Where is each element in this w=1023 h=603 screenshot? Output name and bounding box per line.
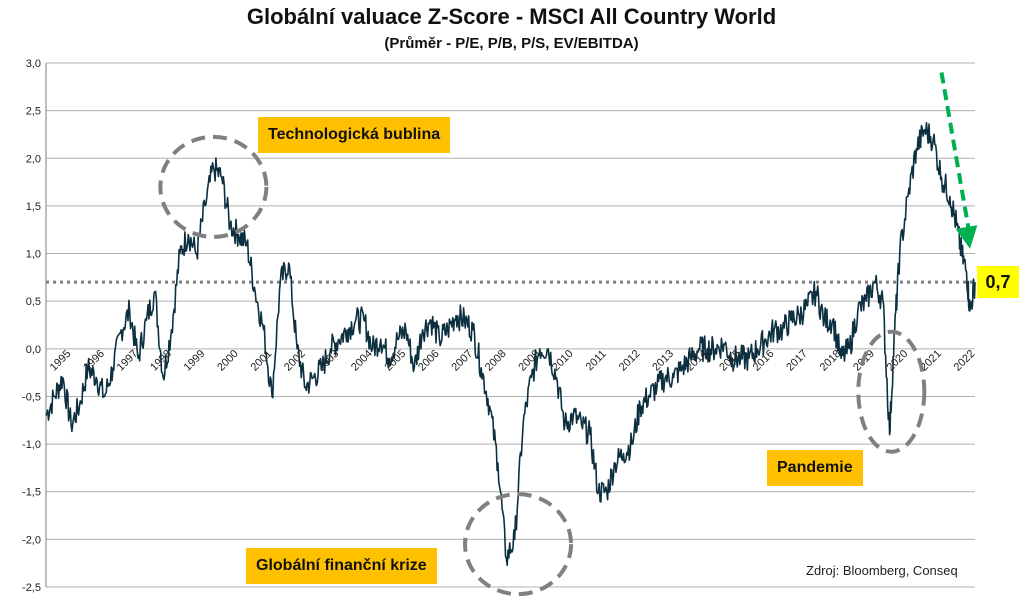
trend-arrow-head [955,225,978,249]
trend-arrow-layer [939,72,978,249]
x-tick-label: 2001 [249,348,275,374]
y-tick-label: 3,0 [26,58,41,70]
chart-title: Globální valuace Z-Score - MSCI All Coun… [246,4,777,29]
x-tick-label: 2003 [316,348,342,374]
x-tick-label: 2011 [584,348,609,373]
event-ellipse [463,492,574,597]
x-tick-label: 2006 [416,348,442,374]
y-tick-label: 0,0 [26,344,41,356]
y-tick-label: -1,0 [22,439,41,451]
chart-subtitle: (Průměr - P/E, P/B, P/S, EV/EBITDA) [384,35,639,52]
x-tick-label: 1995 [48,348,74,374]
y-tick-label: 2,5 [26,106,41,118]
x-tick-label: 2000 [215,348,241,374]
y-tick-label: 0,5 [26,296,41,308]
x-tick-label: 2010 [550,348,576,374]
y-axis-ticks: 3,0 2,5 2,0 1,5 1,0 0,5 0,0 -0,5 -1,0 -1,5 -2,0 -2,… [22,58,41,594]
y-tick-label: -2,5 [22,582,41,594]
y-tick-label: 1,5 [26,201,41,213]
x-tick-label: 2009 [516,348,542,374]
y-tick-label: 1,0 [26,249,41,261]
x-tick-label: 2012 [617,348,643,374]
series-layer [45,122,976,566]
x-axis-ticks: 1995 1996 1997 1998 1999 2000 2001 2002 2003 2004… [48,348,978,374]
series-line [45,122,976,566]
x-tick-label: 2022 [952,348,978,374]
annotation-ellipses [158,134,927,597]
y-tick-label: -1,5 [22,487,41,499]
y-tick-label: 2,0 [26,153,41,165]
annotation-tech-bubble: Technologická bublina [258,117,451,153]
x-tick-label: 1999 [182,348,208,374]
current-value-label: 0,7 [977,266,1019,298]
event-ellipse [158,134,269,239]
y-tick-label: -2,0 [22,534,41,546]
annotation-pandemic: Pandemie [767,450,863,486]
annotation-financial-crisis: Globální finanční krize [246,548,437,584]
grid-lines [45,62,975,588]
y-tick-label: -0,5 [22,391,41,403]
x-tick-label: 2008 [483,348,509,374]
x-tick-label: 2007 [449,348,475,374]
trend-arrow-shaft [939,72,972,238]
source-note: Zdroj: Bloomberg, Conseq [806,563,958,578]
x-tick-label: 2013 [650,348,676,374]
x-tick-label: 2020 [885,348,911,374]
event-ellipse [856,329,927,454]
x-tick-label: 2017 [784,348,810,374]
